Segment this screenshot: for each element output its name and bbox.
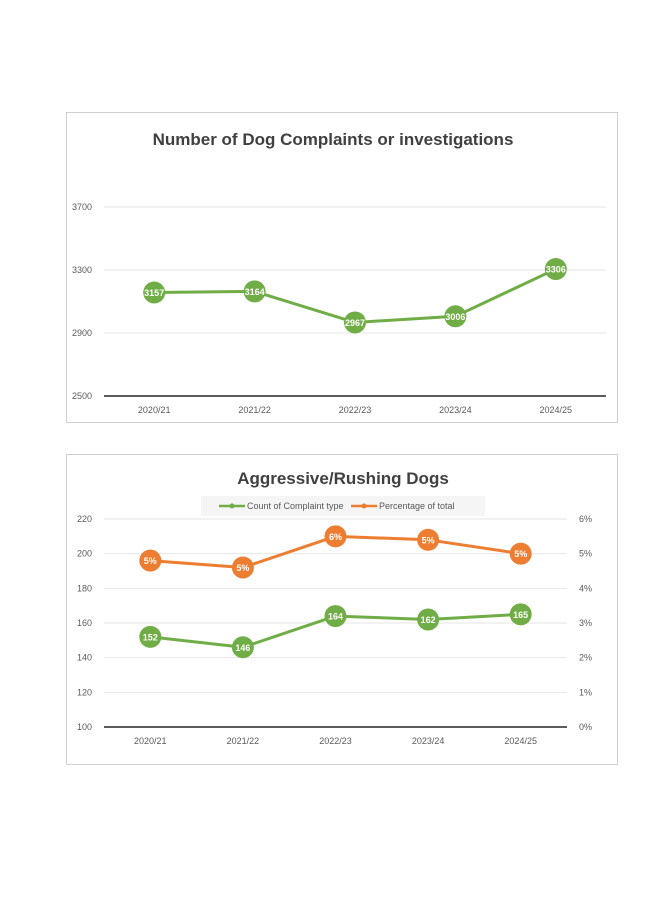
data-label: 162 xyxy=(421,615,436,625)
legend-marker-count xyxy=(229,503,235,509)
x-tick-label: 2020/21 xyxy=(134,736,167,746)
data-label: 146 xyxy=(235,643,250,653)
legend-label-percentage: Percentage of total xyxy=(379,501,455,511)
data-label: 3164 xyxy=(245,287,265,297)
data-point xyxy=(444,305,467,328)
y2-tick-label: 1% xyxy=(579,687,592,697)
data-point xyxy=(231,556,254,579)
x-tick-label: 2022/23 xyxy=(319,736,352,746)
data-point xyxy=(544,258,567,281)
y-tick-label: 120 xyxy=(77,687,92,697)
y-tick-label: 220 xyxy=(77,514,92,524)
data-point xyxy=(417,528,440,551)
dog-complaints-plot: Number of Dog Complaints or investigatio… xyxy=(72,130,606,415)
x-tick-label: 2021/22 xyxy=(238,405,271,415)
y-tick-label: 2900 xyxy=(72,328,92,338)
y2-tick-label: 4% xyxy=(579,583,592,593)
data-label: 5% xyxy=(514,549,527,559)
data-point xyxy=(139,549,162,572)
data-label: 3157 xyxy=(144,288,164,298)
data-label: 5% xyxy=(236,563,249,573)
y2-tick-label: 6% xyxy=(579,514,592,524)
x-tick-label: 2022/23 xyxy=(339,405,372,415)
data-label: 6% xyxy=(329,532,342,542)
y-tick-label: 200 xyxy=(77,549,92,559)
data-point xyxy=(243,280,266,303)
x-tick-label: 2024/25 xyxy=(504,736,537,746)
data-point xyxy=(344,311,366,334)
x-tick-label: 2021/22 xyxy=(227,736,260,746)
data-point xyxy=(139,625,162,648)
y-tick-label: 3700 xyxy=(72,202,92,212)
data-label: 152 xyxy=(143,632,158,642)
legend-item-percentage: Percentage of total xyxy=(351,501,455,511)
legend-box xyxy=(201,496,485,516)
y-tick-label: 3300 xyxy=(72,265,92,275)
data-label: 5% xyxy=(422,535,435,545)
data-point xyxy=(143,281,166,304)
aggressive-dogs-chart: Aggressive/Rushing Dogs Count of Complai… xyxy=(66,454,618,765)
y2-tick-label: 0% xyxy=(579,722,592,732)
x-tick-label: 2023/24 xyxy=(412,736,445,746)
y2-tick-label: 5% xyxy=(579,549,592,559)
y-tick-label: 160 xyxy=(77,618,92,628)
data-point xyxy=(417,608,440,631)
data-label: 2967 xyxy=(345,318,365,328)
data-label: 5% xyxy=(144,556,157,566)
data-point xyxy=(509,603,532,626)
data-label: 165 xyxy=(513,610,528,620)
data-point xyxy=(509,542,532,565)
dog-complaints-chart: Number of Dog Complaints or investigatio… xyxy=(66,112,618,423)
aggressive-dogs-plot: Aggressive/Rushing Dogs Count of Complai… xyxy=(77,469,592,746)
legend-item-count: Count of Complaint type xyxy=(219,501,344,511)
x-tick-label: 2020/21 xyxy=(138,405,171,415)
legend-marker-percentage xyxy=(361,503,367,509)
data-label: 3306 xyxy=(546,265,566,275)
chart-title: Number of Dog Complaints or investigatio… xyxy=(153,130,514,149)
y-tick-label: 140 xyxy=(77,653,92,663)
data-point xyxy=(324,525,347,548)
y2-tick-label: 2% xyxy=(579,653,592,663)
y2-tick-label: 3% xyxy=(579,618,592,628)
y-tick-label: 100 xyxy=(77,722,92,732)
data-label: 164 xyxy=(328,612,343,622)
data-label: 3006 xyxy=(445,312,465,322)
x-tick-label: 2023/24 xyxy=(439,405,472,415)
y-tick-label: 180 xyxy=(77,583,92,593)
y-tick-label: 2500 xyxy=(72,391,92,401)
data-point xyxy=(324,605,347,628)
chart-title: Aggressive/Rushing Dogs xyxy=(237,469,449,488)
legend-label-count: Count of Complaint type xyxy=(247,501,344,511)
x-tick-label: 2024/25 xyxy=(540,405,573,415)
data-point xyxy=(231,636,254,659)
